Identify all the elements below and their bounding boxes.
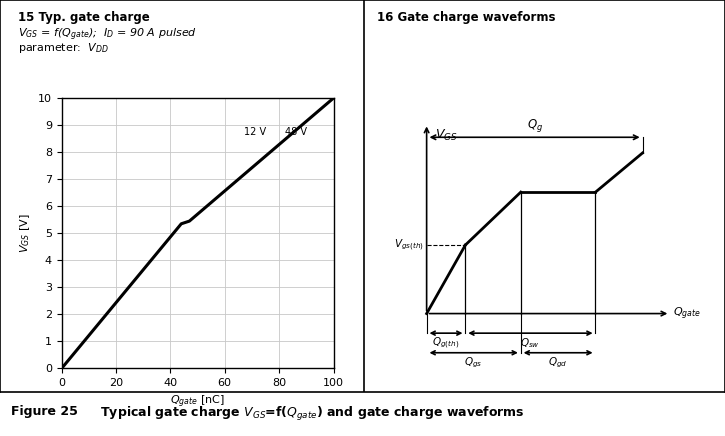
Text: Typical gate charge $V_{GS}$=f($Q_{gate}$) and gate charge waveforms: Typical gate charge $V_{GS}$=f($Q_{gate}… xyxy=(83,405,525,423)
Text: $Q_{gate}$: $Q_{gate}$ xyxy=(673,305,701,322)
Text: parameter:  $V_{DD}$: parameter: $V_{DD}$ xyxy=(18,41,109,55)
Y-axis label: $V_{GS}$ [V]: $V_{GS}$ [V] xyxy=(19,213,33,253)
Text: Figure 25: Figure 25 xyxy=(11,405,78,419)
Text: 16 Gate charge waveforms: 16 Gate charge waveforms xyxy=(377,11,555,24)
Text: $Q_{gs}$: $Q_{gs}$ xyxy=(465,356,483,370)
Text: 15 Typ. gate charge: 15 Typ. gate charge xyxy=(18,11,150,24)
Text: $V_{GS}$: $V_{GS}$ xyxy=(435,127,457,143)
X-axis label: $Q_{gate}$ [nC]: $Q_{gate}$ [nC] xyxy=(170,394,225,410)
Text: $Q_{gd}$: $Q_{gd}$ xyxy=(548,356,568,370)
Text: $Q_{g(th)}$: $Q_{g(th)}$ xyxy=(432,336,460,351)
Text: $V_{GS}$ = f($Q_{gate}$);  $I_D$ = 90 A pulsed: $V_{GS}$ = f($Q_{gate}$); $I_D$ = 90 A p… xyxy=(18,26,197,43)
Text: 12 V: 12 V xyxy=(244,127,266,137)
Text: $V_{gs(th)}$: $V_{gs(th)}$ xyxy=(394,237,424,253)
Text: 48 V: 48 V xyxy=(284,127,307,137)
Text: $Q_{sw}$: $Q_{sw}$ xyxy=(521,336,540,350)
Text: $Q_g$: $Q_g$ xyxy=(526,117,543,134)
